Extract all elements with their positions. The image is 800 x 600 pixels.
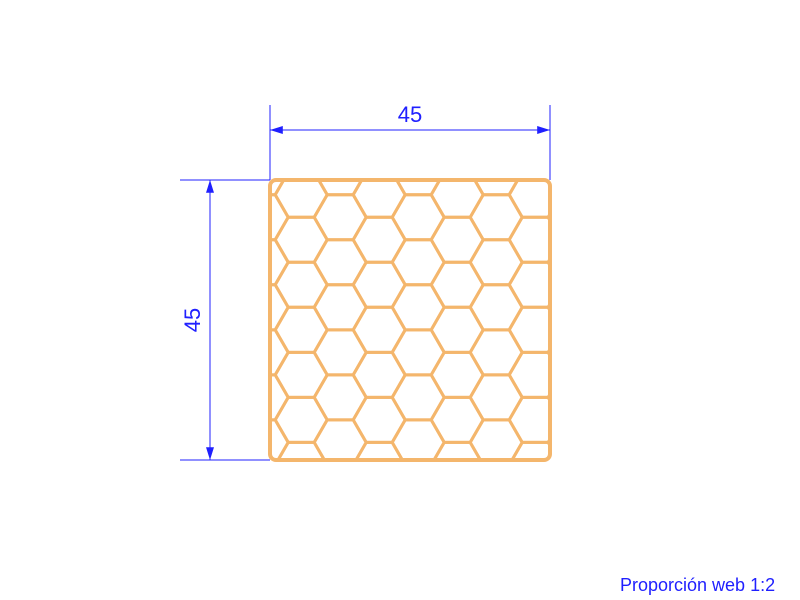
profile-square bbox=[270, 180, 550, 460]
width-dimension-label: 45 bbox=[398, 102, 422, 127]
honeycomb-pattern bbox=[236, 150, 600, 488]
height-dimension-label: 45 bbox=[180, 308, 205, 332]
footer-label: Proporción web 1:2 bbox=[620, 575, 775, 596]
technical-drawing: 45 45 bbox=[0, 0, 800, 600]
